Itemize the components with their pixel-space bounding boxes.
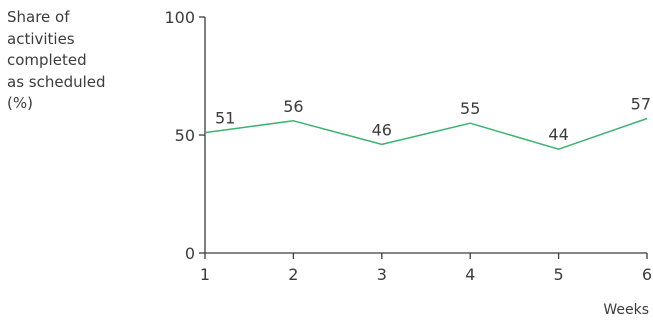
y-axis-title-line-4: as scheduled xyxy=(7,72,106,91)
y-axis-title-line-5: (%) xyxy=(7,94,33,112)
x-tick-label: 6 xyxy=(642,265,652,284)
x-tick-label: 5 xyxy=(554,265,564,284)
data-labels: 51 56 46 55 44 57 xyxy=(215,94,651,144)
x-ticks: 1 2 3 4 5 6 xyxy=(200,253,652,284)
data-label: 56 xyxy=(283,97,303,116)
y-axis-title-line-1: Share of xyxy=(7,8,70,26)
y-axis-title-line-3: completed xyxy=(7,51,87,69)
y-axis-title-line-2: activities xyxy=(7,29,75,48)
y-tick-label: 50 xyxy=(175,126,195,145)
data-label: 51 xyxy=(215,109,235,128)
y-ticks: 0 50 100 xyxy=(164,8,205,263)
y-tick-label: 0 xyxy=(185,244,195,263)
x-axis-title: Weeks xyxy=(603,302,649,318)
x-tick-label: 2 xyxy=(288,265,298,284)
x-tick-label: 1 xyxy=(200,265,210,284)
data-label: 55 xyxy=(460,99,480,118)
data-label: 46 xyxy=(372,120,392,139)
y-tick-label: 100 xyxy=(164,8,195,27)
x-tick-label: 4 xyxy=(465,265,475,284)
data-label: 44 xyxy=(548,125,568,144)
x-tick-label: 3 xyxy=(377,265,387,284)
y-axis-title: Share of activities completed as schedul… xyxy=(7,7,127,115)
data-label: 57 xyxy=(631,94,651,113)
series-line xyxy=(204,117,648,150)
series xyxy=(204,117,648,150)
axes xyxy=(204,17,647,254)
